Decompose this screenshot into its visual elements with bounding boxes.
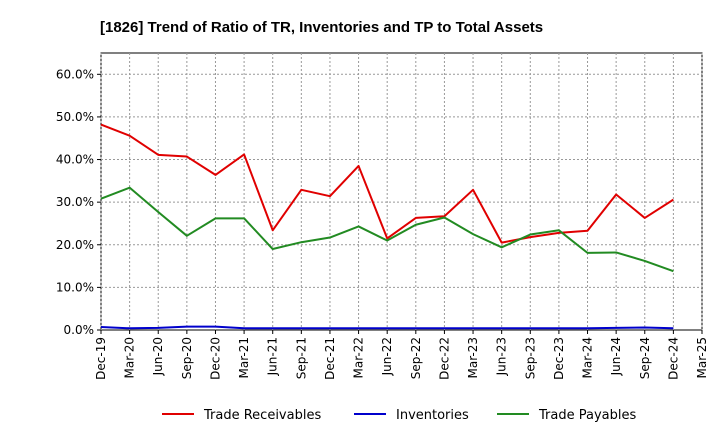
legend-label: Trade Payables: [538, 408, 636, 423]
series-line-1: [100, 123, 674, 244]
x-tick-label: Dec-21: [323, 337, 337, 380]
x-tick-label: Mar-25: [695, 337, 709, 378]
y-tick-label: 30.0%: [56, 195, 94, 209]
y-axis: 0.0% 10.0% 20.0% 30.0% 40.0% 50.0% 60.0%: [56, 67, 101, 337]
x-tick-label: Jun-24: [609, 337, 623, 376]
x-tick-label: Jun-20: [151, 337, 165, 376]
x-tick-label: Mar-21: [237, 337, 251, 378]
x-tick-label: Jun-21: [266, 337, 280, 376]
grid-lines: [100, 53, 703, 330]
y-tick-label: 50.0%: [56, 110, 94, 124]
x-tick-label: Sep-22: [409, 337, 423, 379]
x-tick-label: Mar-24: [581, 337, 595, 378]
x-tick-label: Dec-22: [437, 337, 451, 380]
series-line-2: [100, 325, 674, 330]
x-tick-label: Sep-20: [180, 337, 194, 379]
x-axis: Dec-19 Mar-20 Jun-20 Sep-20 Dec-20 Mar-21 Jun-…: [94, 330, 709, 380]
legend-label: Trade Receivables: [203, 408, 321, 423]
x-tick-label: Dec-20: [208, 337, 222, 380]
x-tick-label: Dec-24: [666, 337, 680, 380]
plot-frame: [100, 52, 703, 331]
x-tick-label: Jun-23: [495, 337, 509, 376]
legend: Trade Receivables Inventories Trade Payabl…: [162, 408, 636, 423]
x-tick-label: Sep-24: [638, 337, 652, 379]
x-tick-label: Mar-23: [466, 337, 480, 378]
y-tick-label: 0.0%: [64, 323, 95, 337]
y-tick-label: 60.0%: [56, 67, 94, 81]
x-tick-label: Mar-20: [123, 337, 137, 378]
chart-title: [1826] Trend of Ratio of TR, Inventories…: [100, 19, 543, 36]
x-tick-label: Jun-22: [380, 337, 394, 376]
legend-label: Inventories: [396, 408, 469, 423]
x-tick-label: Dec-19: [94, 337, 108, 380]
y-tick-label: 20.0%: [56, 238, 94, 252]
y-tick-label: 10.0%: [56, 280, 94, 294]
series-lines: [100, 123, 674, 330]
x-tick-label: Sep-23: [523, 337, 537, 379]
y-tick-label: 40.0%: [56, 153, 94, 167]
x-tick-label: Sep-21: [294, 337, 308, 379]
x-tick-label: Mar-22: [352, 337, 366, 378]
series-line-3: [100, 186, 674, 273]
x-tick-label: Dec-23: [552, 337, 566, 380]
